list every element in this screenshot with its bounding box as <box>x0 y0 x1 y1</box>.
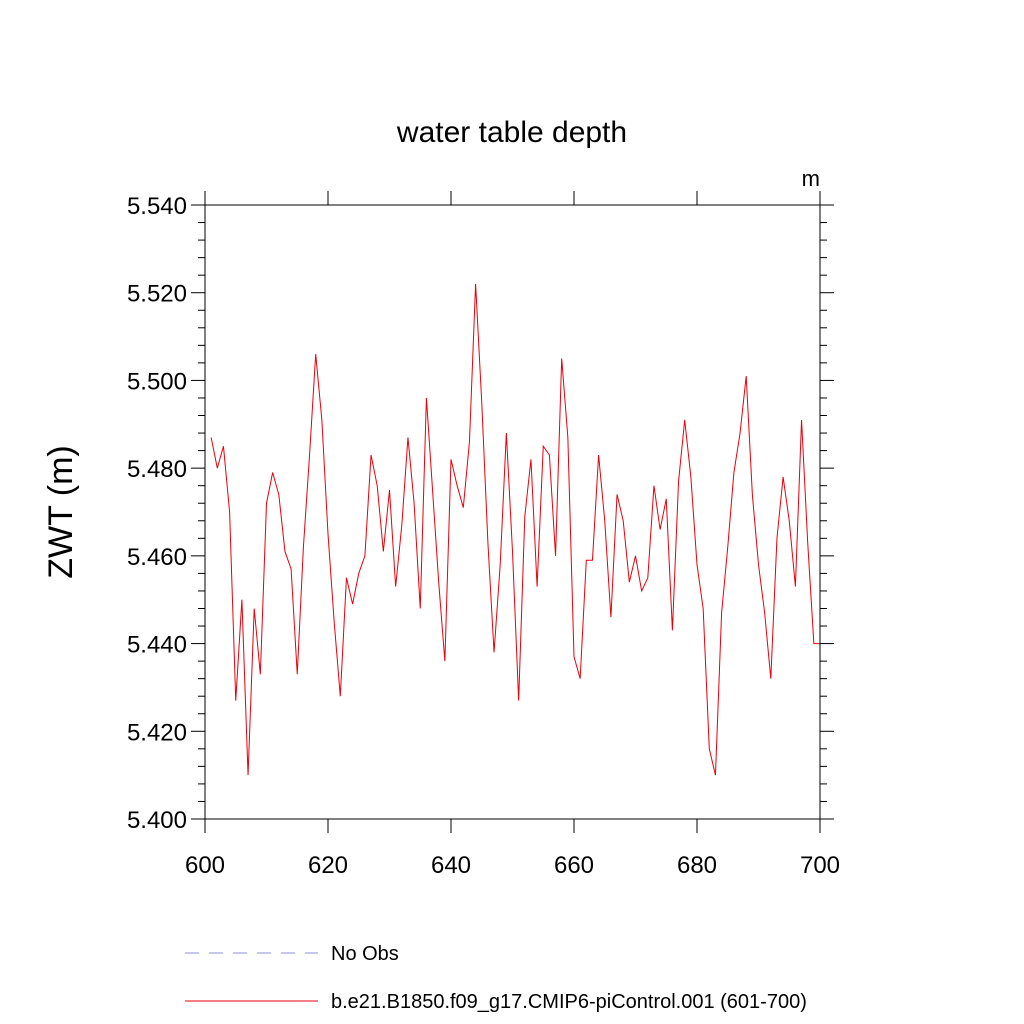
x-tick-label: 700 <box>800 852 840 879</box>
x-tick-label: 600 <box>185 852 225 879</box>
y-tick-labels: 5.400 5.420 5.440 5.460 5.480 5.500 5.520 5.540 <box>127 193 187 834</box>
series-line-0 <box>210 283 820 776</box>
x-tick-label: 620 <box>308 852 348 879</box>
y-tick-label: 5.420 <box>127 719 187 746</box>
y-tick-label: 5.520 <box>127 281 187 308</box>
legend: No Obs b.e21.B1850.f09_g17.CMIP6-piContr… <box>185 943 807 1013</box>
y-tick-label: 5.400 <box>127 807 187 834</box>
legend-label-no-obs: No Obs <box>331 943 399 965</box>
plot-frame <box>204 204 821 820</box>
units-label: m <box>802 166 820 191</box>
axis-ticks <box>191 191 834 833</box>
y-tick-label: 5.440 <box>127 632 187 659</box>
x-tick-label: 640 <box>431 852 471 879</box>
y-tick-label: 5.500 <box>127 368 187 395</box>
chart-title: water table depth <box>396 116 627 149</box>
legend-label-picontrol: b.e21.B1850.f09_g17.CMIP6-piControl.001 … <box>331 991 807 1013</box>
y-tick-label: 5.480 <box>127 456 187 483</box>
y-axis-label: ZWT (m) <box>42 445 80 578</box>
x-tick-labels: 600 620 640 660 680 700 <box>185 852 840 879</box>
series-layer <box>210 283 820 776</box>
y-tick-label: 5.460 <box>127 544 187 571</box>
y-tick-label: 5.540 <box>127 193 187 220</box>
x-tick-label: 680 <box>677 852 717 879</box>
x-tick-label: 660 <box>554 852 594 879</box>
